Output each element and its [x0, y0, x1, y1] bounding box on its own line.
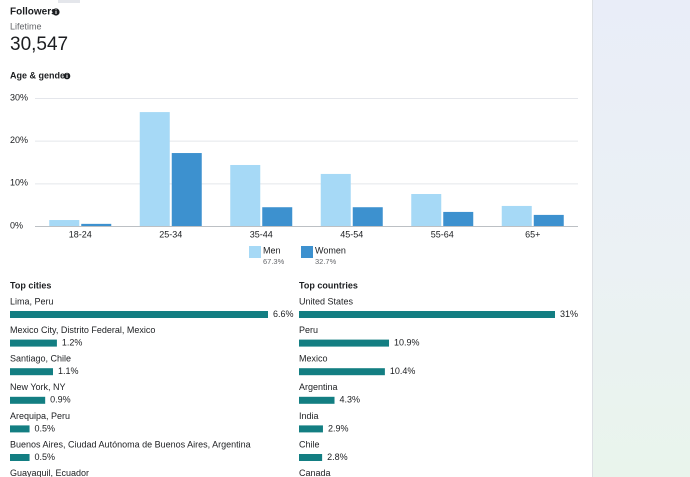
y-tick-label: 10%	[10, 178, 28, 188]
list-item-name: United States	[299, 296, 354, 306]
tab-stub	[58, 0, 80, 3]
legend-share: 32.7%	[315, 257, 337, 266]
y-tick-label: 20%	[10, 135, 28, 145]
list-item-name: Mexico	[299, 354, 328, 364]
list-bar	[299, 396, 335, 404]
list-bar	[299, 339, 390, 347]
list-item-name: New York, NY	[10, 382, 66, 392]
list-bar	[299, 368, 385, 376]
bar	[262, 207, 293, 226]
bar	[443, 211, 474, 226]
x-tick-label: 55-64	[431, 229, 454, 239]
bar	[49, 220, 80, 226]
info-icon	[63, 72, 71, 80]
list-item-name: India	[299, 411, 319, 421]
list-value-label: 2.8%	[327, 452, 348, 462]
list-value-label: 10.4%	[390, 366, 416, 376]
list-item-name: Argentina	[299, 382, 338, 392]
list-value-label: 0.9%	[50, 395, 71, 405]
bar	[139, 112, 170, 226]
list-item-name: Lima, Peru	[10, 296, 54, 306]
legend-swatch	[301, 246, 313, 258]
list-bar	[10, 368, 53, 376]
followers-subtitle: Lifetime	[10, 21, 42, 31]
list-value-label: 6.6%	[273, 309, 294, 319]
list-item-name: Canada	[299, 468, 331, 477]
list-item-name: Mexico City, Distrito Federal, Mexico	[10, 325, 155, 335]
list-bar	[10, 396, 46, 404]
list-item-name: Santiago, Chile	[10, 354, 71, 364]
list-item-name: Chile	[299, 439, 320, 449]
list-bar	[10, 454, 30, 461]
list-bar	[299, 311, 555, 318]
list-item-name: Guayaquil, Ecuador	[10, 468, 89, 477]
list-item-name: Buenos Aires, Ciudad Autónoma de Buenos …	[10, 439, 251, 449]
panel-bg	[0, 0, 592, 477]
list-value-label: 2.9%	[328, 423, 349, 433]
followers-total: 30,547	[10, 34, 68, 55]
x-tick-label: 25-34	[159, 229, 182, 239]
bar	[81, 223, 112, 226]
list-value-label: 31%	[560, 309, 578, 319]
list-bar	[10, 339, 57, 347]
list-value-label: 1.2%	[62, 337, 83, 347]
list-bar	[299, 454, 323, 461]
list-value-label: 0.5%	[35, 452, 56, 462]
y-tick-label: 30%	[10, 92, 28, 102]
list-item-name: Arequipa, Peru	[10, 411, 70, 421]
legend-swatch	[249, 246, 261, 258]
chart-title: Age & gender	[10, 70, 69, 80]
x-tick-label: 45-54	[340, 229, 363, 239]
x-tick-label: 18-24	[69, 229, 92, 239]
list-bar	[10, 311, 268, 318]
list-bar	[299, 425, 323, 433]
legend-label: Women	[315, 245, 346, 255]
list-value-label: 0.5%	[35, 423, 56, 433]
info-icon	[52, 8, 60, 16]
list-title: Top cities	[10, 280, 51, 290]
legend-label: Men	[263, 245, 281, 255]
bar	[352, 207, 383, 226]
list-value-label: 4.3%	[340, 395, 361, 405]
x-tick-label: 35-44	[250, 229, 273, 239]
list-value-label: 1.1%	[58, 366, 79, 376]
legend-share: 67.3%	[263, 257, 285, 266]
list-value-label: 10.9%	[394, 337, 420, 347]
list-title: Top countries	[299, 280, 358, 290]
bar	[171, 153, 202, 226]
bar	[230, 164, 261, 226]
bar	[533, 214, 564, 226]
x-tick-label: 65+	[525, 229, 540, 239]
list-item-name: Peru	[299, 325, 318, 335]
followers-title: Followers	[10, 7, 57, 18]
bar	[411, 194, 442, 226]
y-tick-label: 0%	[10, 220, 23, 230]
list-bar	[10, 425, 30, 433]
bar	[501, 205, 532, 226]
bar	[320, 173, 351, 226]
